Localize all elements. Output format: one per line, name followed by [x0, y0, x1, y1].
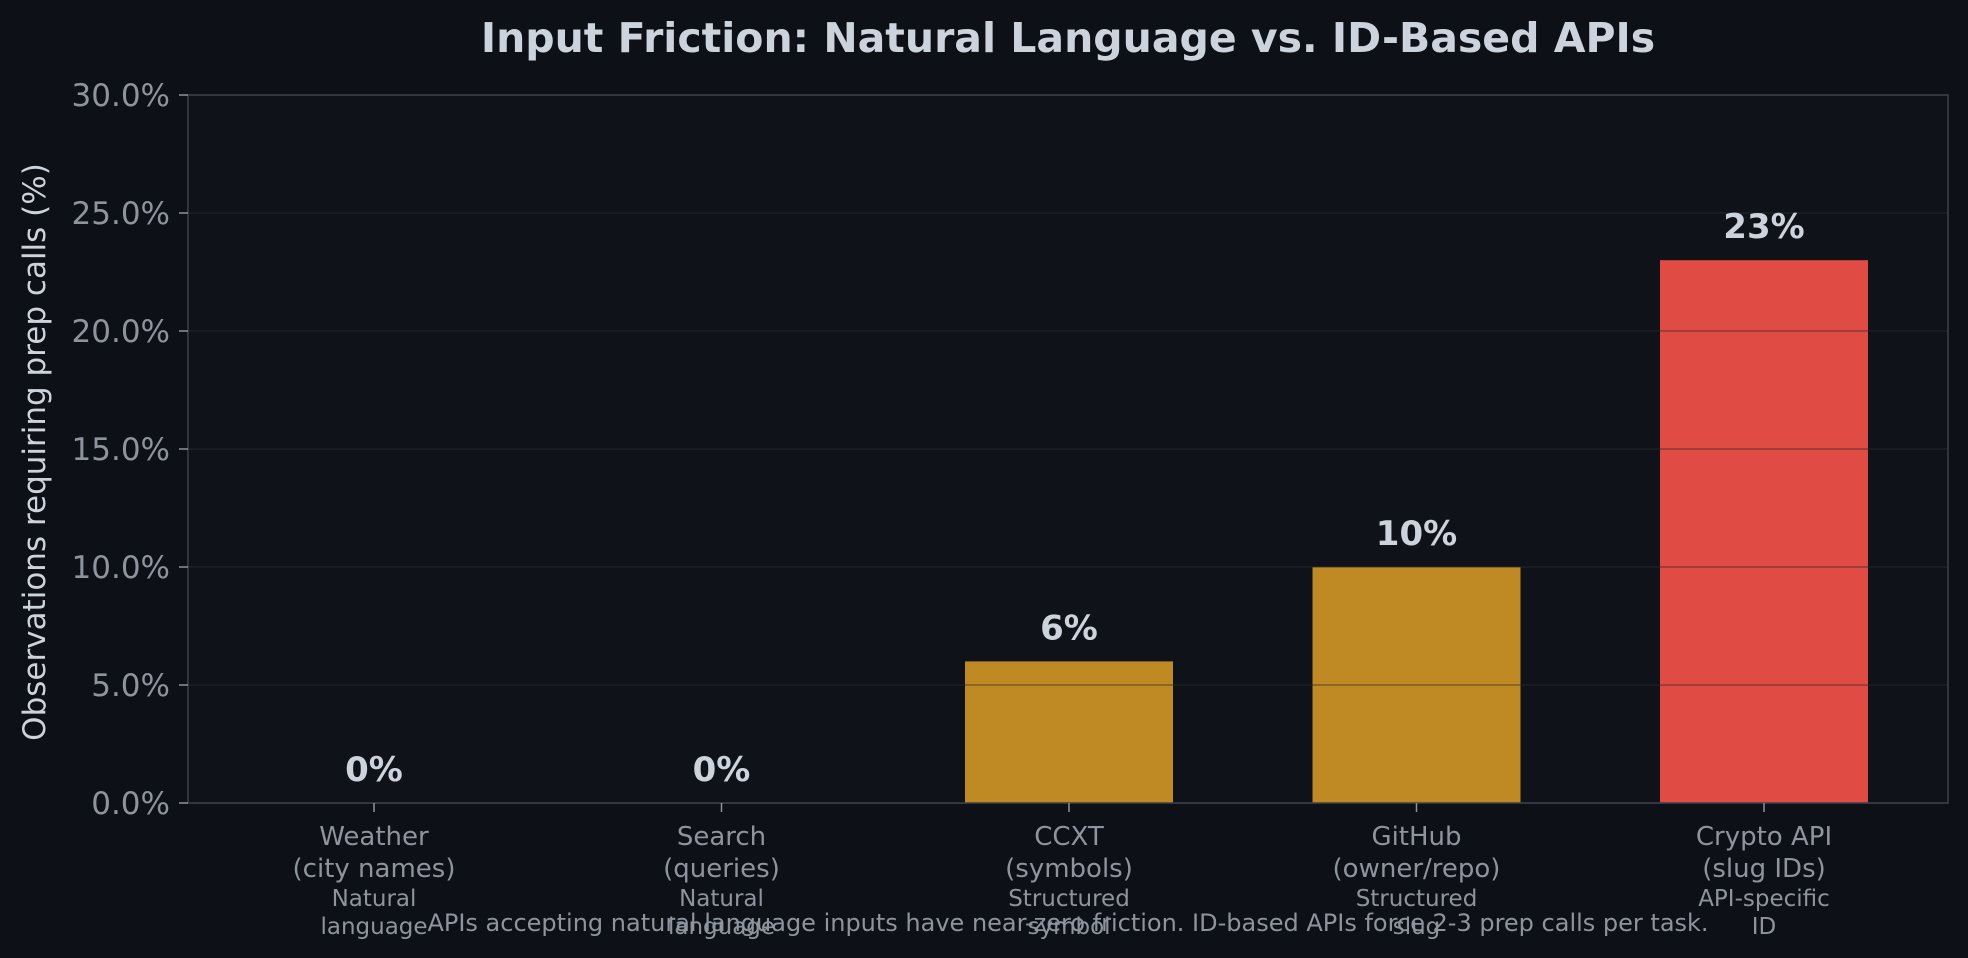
- y-tick-label: 0.0%: [91, 786, 170, 822]
- x-category-type: Natural language: [668, 886, 775, 940]
- bar-value-label: 6%: [1040, 608, 1098, 648]
- x-tick-label-line: Crypto API: [1696, 822, 1832, 852]
- y-tick-label: 10.0%: [72, 550, 170, 586]
- x-tick-label: GitHub (owner/repo): [1333, 822, 1501, 884]
- x-tick-label-line: GitHub: [1371, 822, 1461, 852]
- x-tick-label-line: (queries): [663, 854, 780, 884]
- x-category-type: Natural language: [320, 886, 427, 940]
- bar-value-label: 0%: [693, 750, 751, 790]
- y-tick-label: 15.0%: [72, 432, 170, 468]
- plot-area: 0.0% 5.0% 10.0% 15.0% 20.0% 25.0% 30.0% Weather…: [72, 78, 1949, 940]
- x-tick-label-line: (slug IDs): [1702, 854, 1826, 884]
- x-tick-label-line: (owner/repo): [1333, 854, 1501, 884]
- y-tick-label: 20.0%: [72, 314, 170, 350]
- x-category-type-line: slug: [1393, 914, 1441, 940]
- y-tick-label: 30.0%: [72, 78, 170, 114]
- y-axis-label: Observations requiring prep calls (%): [17, 163, 53, 741]
- x-category-type-line: Structured: [1356, 886, 1478, 912]
- x-tick-label-line: (city names): [293, 854, 456, 884]
- bar: [1312, 567, 1521, 803]
- x-category-type: Structured slug: [1356, 886, 1478, 940]
- x-tick-label-line: Search: [677, 822, 766, 852]
- bar: [1660, 260, 1868, 803]
- bar: [965, 661, 1173, 803]
- x-tick-label: Search (queries): [663, 822, 780, 884]
- x-tick-label: Crypto API (slug IDs): [1696, 822, 1832, 884]
- x-category-type-line: Natural: [332, 886, 417, 912]
- x-category-type-line: API-specific: [1698, 886, 1830, 912]
- x-tick-label: Weather (city names): [293, 822, 456, 884]
- chart-title: Input Friction: Natural Language vs. ID-…: [481, 14, 1655, 62]
- x-category-type: API-specific ID: [1698, 886, 1830, 940]
- x-category-type-line: symbol: [1027, 914, 1110, 940]
- x-category-type-line: language: [668, 914, 775, 940]
- x-category-type: Structured symbol: [1008, 886, 1130, 940]
- x-tick-label-line: Weather: [319, 822, 429, 852]
- x-category-type-line: language: [320, 914, 427, 940]
- x-tick-label-line: (symbols): [1005, 854, 1133, 884]
- x-category-type-line: Natural: [679, 886, 764, 912]
- bar-value-label: 0%: [345, 750, 403, 790]
- x-tick-label: CCXT (symbols): [1005, 822, 1133, 884]
- x-category-type-line: Structured: [1008, 886, 1130, 912]
- bar-value-label: 23%: [1723, 207, 1804, 247]
- x-category-type-line: ID: [1752, 914, 1777, 940]
- x-tick-label-line: CCXT: [1034, 822, 1104, 852]
- y-tick-label: 25.0%: [72, 196, 170, 232]
- chart-caption: APIs accepting natural language inputs h…: [427, 909, 1708, 937]
- y-tick-label: 5.0%: [91, 668, 170, 704]
- bar-value-label: 10%: [1376, 514, 1457, 554]
